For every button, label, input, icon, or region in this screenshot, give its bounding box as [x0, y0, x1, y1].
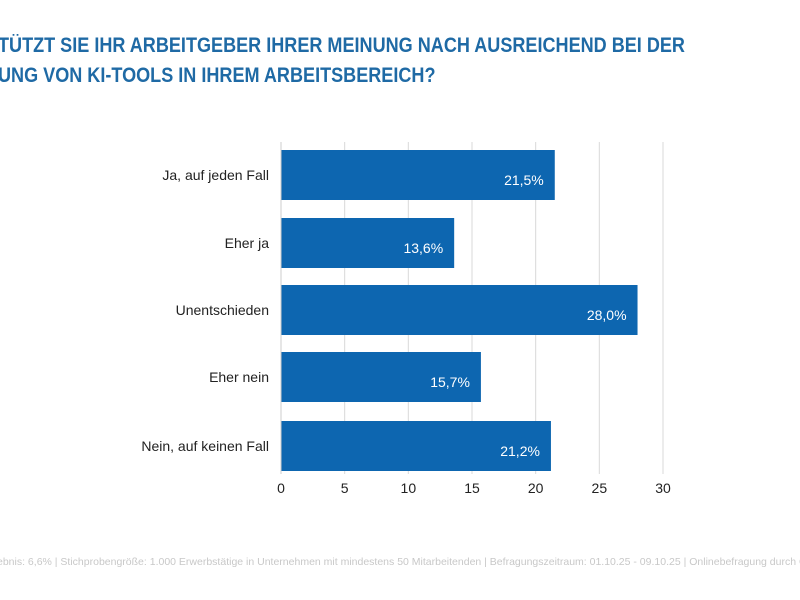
- bar: [281, 352, 481, 402]
- bar: [281, 150, 555, 200]
- chart-title-line-2: UNG VON KI-TOOLS IN IHREM ARBEITSBEREICH…: [0, 64, 436, 87]
- x-tick-label: 15: [464, 480, 480, 496]
- data-label: 15,7%: [430, 374, 470, 390]
- x-tick-label: 5: [341, 480, 349, 496]
- chart-title-line-1: TÜTZT SIE IHR ARBEITGEBER IHRER MEINUNG …: [0, 34, 685, 57]
- data-label: 21,5%: [504, 172, 544, 188]
- category-label: Unentschieden: [176, 302, 269, 318]
- x-tick-label: 20: [528, 480, 544, 496]
- data-label: 28,0%: [587, 307, 627, 323]
- bar: [281, 421, 551, 471]
- x-tick-label: 10: [401, 480, 417, 496]
- category-label: Eher nein: [209, 369, 269, 385]
- data-label: 21,2%: [500, 443, 540, 459]
- data-label: 13,6%: [403, 240, 443, 256]
- x-tick-label: 30: [655, 480, 671, 496]
- category-label: Ja, auf jeden Fall: [162, 167, 269, 183]
- x-tick-label: 0: [277, 480, 285, 496]
- bar: [281, 285, 638, 335]
- x-tick-label: 25: [592, 480, 608, 496]
- bar: [281, 218, 455, 268]
- category-label: Eher ja: [225, 235, 270, 251]
- source-footnote: ebnis: 6,6% | Stichprobengröße: 1.000 Er…: [0, 556, 800, 568]
- category-label: Nein, auf keinen Fall: [141, 438, 269, 454]
